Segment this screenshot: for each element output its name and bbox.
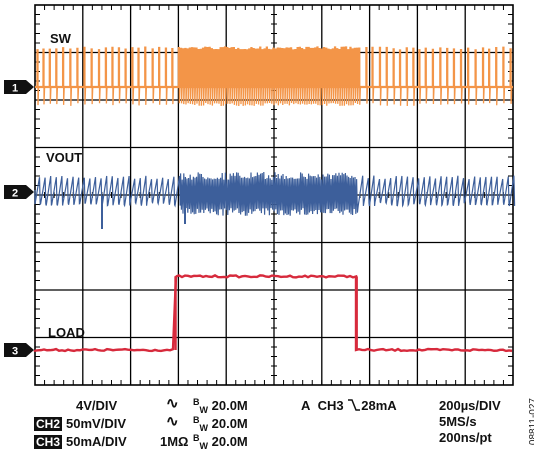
load-trace-label: LOAD xyxy=(48,325,85,340)
ch3-marker-label: 3 xyxy=(12,346,18,358)
ch2-marker: 2 xyxy=(4,185,34,200)
ch2-scale: 50mV/DIV xyxy=(66,416,126,431)
trigger-level: 28mA xyxy=(361,398,397,413)
ch3-impedance: 1MΩ xyxy=(160,434,189,449)
vout-trace xyxy=(34,171,516,216)
sample-rate: 5MS/s xyxy=(439,414,477,429)
figure-code: 08811-027 xyxy=(528,398,534,446)
ch1-scale: 4V/DIV xyxy=(76,398,118,413)
ch2-coupling-icon: ∿ xyxy=(166,413,179,430)
resolution: 200ns/pt xyxy=(439,430,492,445)
sw-trace xyxy=(35,46,513,107)
sw-trace-label: SW xyxy=(50,31,72,46)
ch3-bandwidth: BW 20.0M xyxy=(193,433,248,451)
timebase: 200µs/DIV xyxy=(439,398,501,413)
trigger-info: A CH3 28mA xyxy=(301,398,397,413)
vout-trace-label: VOUT xyxy=(46,150,82,165)
ch2-marker-label: 2 xyxy=(12,188,18,200)
ch1-bandwidth: BW 20.0M xyxy=(193,397,248,415)
ch2-badge: CH2 xyxy=(34,417,63,431)
ch3-settings: CH3 50mA/DIV xyxy=(34,434,127,449)
trigger-mode: A xyxy=(301,398,311,413)
ch2-bandwidth: BW 20.0M xyxy=(193,415,248,433)
ch1-marker-label: 1 xyxy=(12,83,18,95)
ch1-marker: 1 xyxy=(4,80,34,95)
trigger-channel: CH3 xyxy=(317,398,344,413)
traces xyxy=(33,46,516,353)
ch3-marker: 3 xyxy=(4,343,34,358)
ch3-badge: CH3 xyxy=(34,435,63,449)
ch1-coupling-icon: ∿ xyxy=(166,395,179,412)
ch3-scale: 50mA/DIV xyxy=(66,434,127,449)
load-trace xyxy=(33,274,513,353)
ch2-settings: CH2 50mV/DIV xyxy=(34,416,126,431)
falling-edge-icon xyxy=(348,399,361,411)
